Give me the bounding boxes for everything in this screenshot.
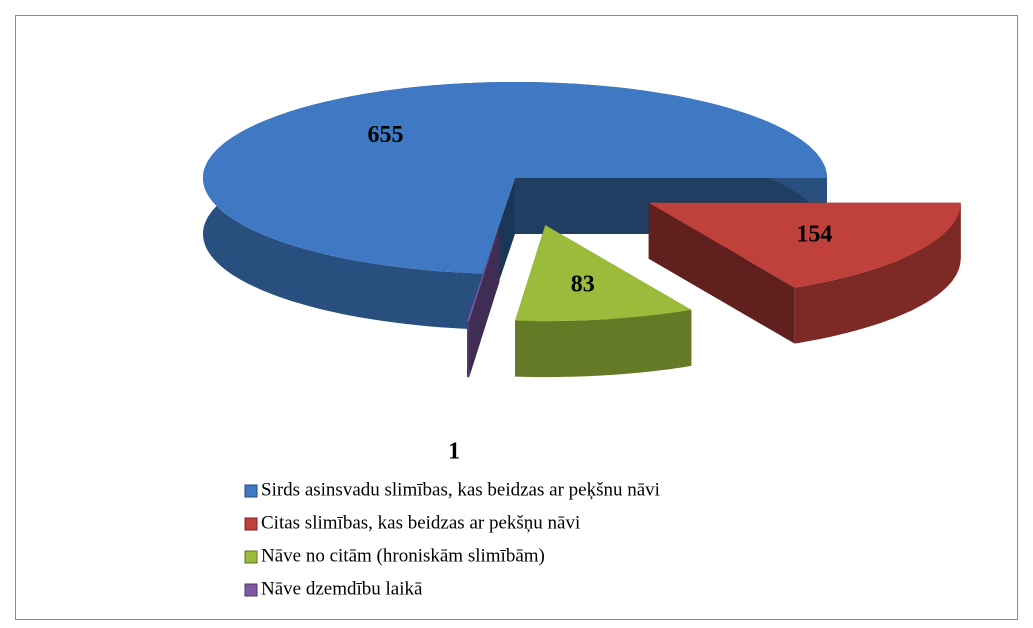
value-label: 655	[367, 122, 403, 148]
slice-side	[467, 225, 500, 378]
slice-wall	[467, 321, 470, 378]
slice-wall	[794, 202, 961, 344]
value-label: 154	[796, 221, 832, 247]
legend-label: Citas slimības, kas beidzas ar pekšņu nā…	[261, 512, 580, 533]
slice	[467, 225, 500, 378]
slice-top	[648, 202, 961, 288]
legend: Sirds asinsvadu slimības, kas beidzas ar…	[244, 479, 660, 599]
slice	[648, 202, 961, 344]
legend-label: Sirds asinsvadu slimības, kas beidzas ar…	[261, 479, 660, 500]
legend-swatch	[244, 517, 258, 531]
legend-swatch	[244, 484, 258, 498]
slice-top	[467, 225, 500, 322]
legend-label: Nāve no citām (hroniskām slimībām)	[261, 545, 545, 566]
slice	[515, 225, 692, 378]
value-label: 83	[571, 271, 595, 297]
slice-top	[203, 82, 827, 274]
legend-swatch	[244, 583, 258, 597]
slice-top	[515, 225, 692, 322]
slice-side	[648, 202, 795, 344]
legend-label: Nāve dzemdību laikā	[261, 578, 423, 599]
value-label: 1	[448, 438, 460, 464]
pie	[203, 82, 961, 378]
value-labels: 655 154 83 1	[367, 122, 832, 464]
slice-wall	[515, 309, 692, 378]
legend-swatch	[244, 550, 258, 564]
